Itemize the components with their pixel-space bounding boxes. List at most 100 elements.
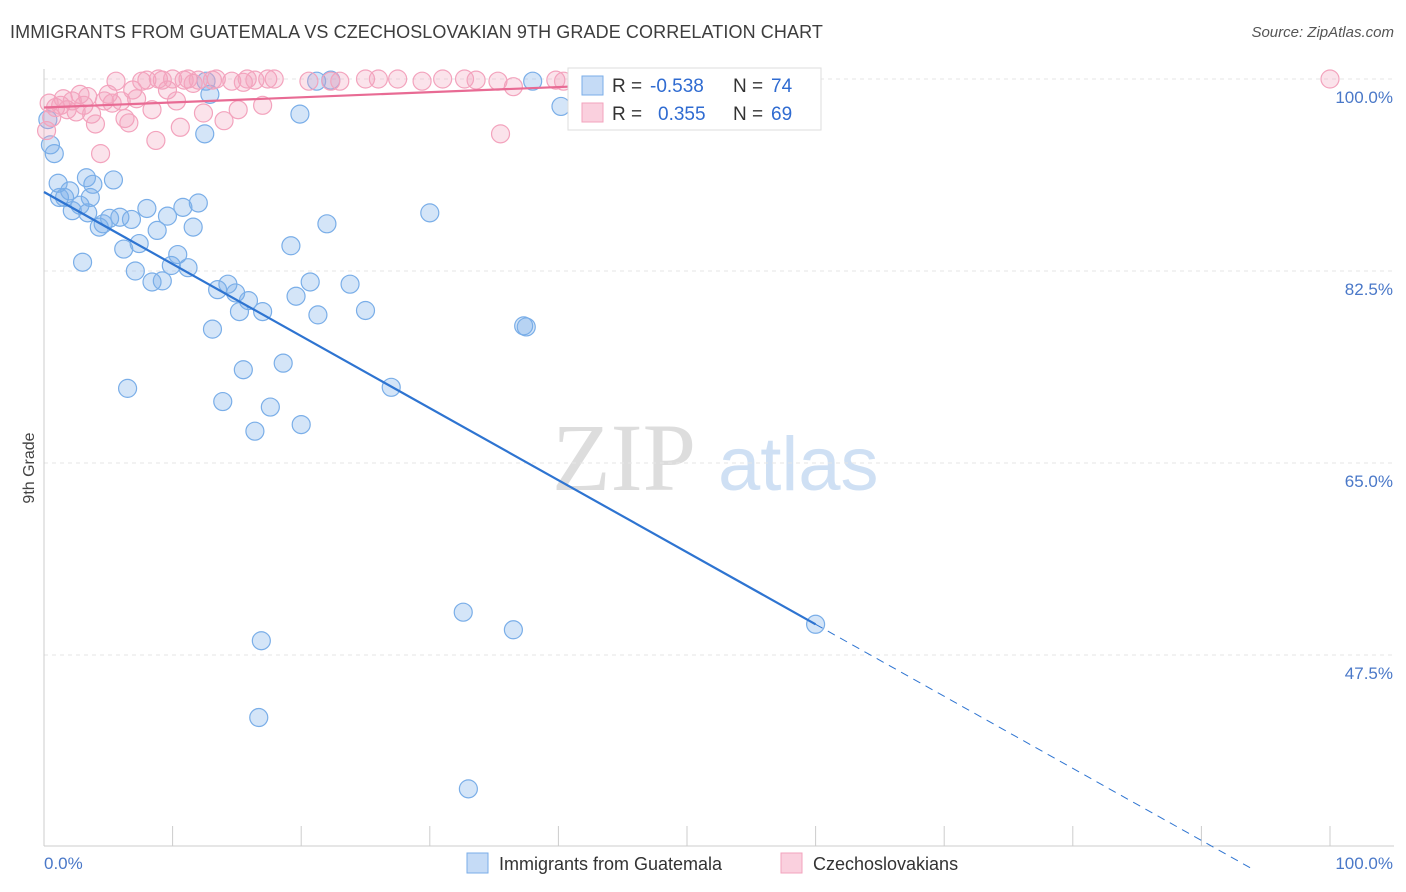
czechoslovakians-point-54 [368,69,388,89]
guatemala-point-49 [308,305,328,325]
watermark-zip: ZIP [552,404,696,511]
series-guatemala-points [38,70,826,799]
y-axis-label: 9th Grade [21,432,38,503]
bottom-legend-swatch-czechoslovakians [780,852,803,874]
czechoslovakians-point-59 [466,70,486,90]
guatemala-point-58 [453,602,473,622]
y-tick-labels: 100.0% 82.5% 65.0% 47.5% [1335,88,1393,683]
czechoslovakians-point-55 [388,69,408,89]
bottom-legend-label-guatemala: Immigrants from Guatemala [499,854,723,874]
guatemala-point-61 [503,620,523,640]
legend-n-value-1: 74 [771,76,793,97]
guatemala-point-21 [137,198,157,219]
guatemala-point-15 [103,170,124,190]
guatemala-point-50 [317,214,337,234]
guatemala-point-43 [260,397,280,417]
watermark-atlas: atlas [718,422,879,507]
y-tick-label-2: 65.0% [1345,472,1393,491]
guatemala-trend-line [43,191,817,626]
legend-n-value-2: 69 [771,104,792,125]
czechoslovakians-point-40 [206,69,226,89]
czechoslovakians-point-50 [299,71,319,91]
czechoslovakians-point-9 [70,84,90,104]
x-tick-label-1: 100.0% [1335,854,1393,873]
guatemala-point-66 [251,631,271,651]
guatemala-point-19 [125,261,145,281]
czechoslovakians-point-27 [146,130,166,151]
guatemala-point-64 [551,96,571,117]
guatemala-trend-extension [815,623,1253,870]
czechoslovakians-point-11 [78,86,98,107]
trend-lines [43,83,1253,870]
guatemala-point-23 [147,220,167,241]
guatemala-point-27 [168,244,188,265]
czechoslovakians-point-56 [412,71,432,91]
guatemala-point-9 [78,203,98,223]
bottom-legend-label-czechoslovakians: Czechoslovakians [813,854,958,874]
guatemala-point-44 [273,353,293,373]
guatemala-point-73 [76,168,97,188]
czechoslovakians-point-47 [253,95,273,115]
guatemala-point-30 [183,217,203,237]
axes [43,69,1394,847]
czechoslovakians-trend-line [43,83,623,109]
guatemala-point-35 [213,391,233,412]
legend-swatch-czechoslovakians [581,102,604,123]
watermark: ZIP atlas [552,404,879,511]
czechoslovakians-point-48 [258,69,278,89]
stats-legend-box [567,67,822,131]
guatemala-point-41 [245,421,265,441]
czechoslovakians-point-14 [90,144,111,164]
czechoslovakians-point-26 [142,100,162,120]
guatemala-point-69 [72,252,93,272]
czechoslovakians-point-29 [152,70,172,90]
guatemala-point-62 [516,317,536,337]
series-czechoslovakians-points [36,69,1340,164]
czechoslovakians-point-21 [119,113,139,133]
guatemala-point-67 [249,707,269,728]
y-tick-label-0: 100.0% [1335,88,1393,107]
legend-r-label-1: R = [612,76,642,97]
x-tick-labels: 0.0% 100.0% [44,854,1393,873]
guatemala-point-33 [202,319,223,339]
legend-r-value-1: -0.538 [650,76,704,97]
guatemala-point-28 [173,197,193,217]
czechoslovakians-point-61 [503,77,523,97]
guatemala-point-29 [178,258,198,278]
guatemala-point-22 [142,272,162,292]
czechoslovakians-point-68 [490,124,511,144]
guatemala-point-24 [152,271,172,291]
guatemala-point-63 [523,71,543,91]
guatemala-point-32 [195,124,215,144]
legend-n-label-2: N = [733,104,763,125]
guatemala-point-25 [157,206,178,226]
legend-r-value-2: 0.355 [658,104,706,125]
czechoslovakians-point-38 [193,103,214,123]
y-tick-label-3: 47.5% [1345,664,1393,683]
guatemala-point-14 [99,208,120,228]
czechoslovakians-point-18 [106,71,126,91]
chart-title: IMMIGRANTS FROM GUATEMALA VS CZECHOSLOVA… [10,22,823,42]
czechoslovakians-point-49 [264,69,284,89]
guatemala-point-45 [281,236,301,256]
guatemala-point-47 [291,415,311,435]
guatemala-point-59 [458,779,478,799]
chart-source: Source: ZipAtlas.com [1251,24,1394,41]
guatemala-point-3 [48,173,68,193]
y-tick-label-1: 82.5% [1345,280,1393,299]
guatemala-point-54 [340,274,360,294]
czechoslovakians-point-33 [170,117,190,137]
legend-r-label-2: R = [612,104,642,125]
guatemala-point-39 [233,360,253,380]
guatemala-point-48 [300,272,320,292]
guatemala-point-51 [307,71,327,91]
guatemala-point-2 [44,144,64,164]
czechoslovakians-point-43 [228,100,248,120]
series-legend: Immigrants from Guatemala Czechoslovakia… [466,852,958,874]
guatemala-point-70 [117,378,138,398]
stats-legend: R = -0.538 N = 74 R = 0.355 N = 69 [567,67,822,131]
czechoslovakians-point-67 [1320,69,1340,89]
czechoslovakians-point-13 [85,114,106,134]
czechoslovakians-point-41 [214,111,234,131]
